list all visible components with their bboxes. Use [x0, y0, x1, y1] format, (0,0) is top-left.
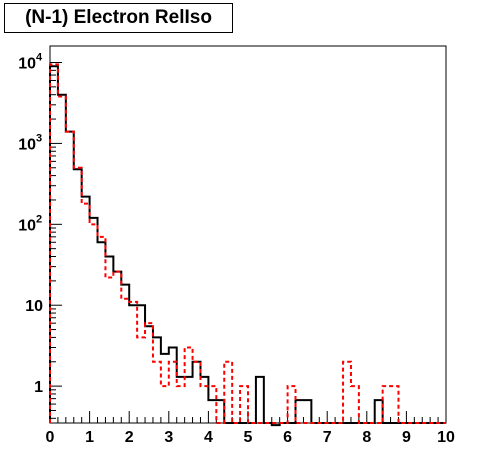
x-tick-label: 3 — [164, 429, 173, 446]
y-tick-exponent: 2 — [36, 213, 42, 225]
x-tick-label: 7 — [323, 429, 332, 446]
y-tick-exponent: 4 — [36, 52, 43, 64]
x-tick-label: 8 — [362, 429, 371, 446]
x-tick-label: 10 — [437, 429, 455, 446]
x-tick-label: 0 — [46, 429, 55, 446]
x-tick-label: 5 — [244, 429, 253, 446]
y-tick-base: 10 — [18, 217, 36, 234]
series-layer — [49, 63, 446, 427]
y-tick-base: 10 — [18, 136, 36, 153]
chart-title: (N-1) Electron RelIso — [4, 3, 233, 33]
y-tick-label: 1 — [34, 379, 43, 396]
x-tick-label: 2 — [125, 429, 134, 446]
x-axis-labels: 0 1 2 3 4 5 6 7 8 9 10 — [46, 429, 455, 446]
y-tick-exponent: 3 — [36, 132, 42, 144]
plot-frame — [49, 45, 447, 424]
x-tick-label: 4 — [204, 429, 213, 446]
x-tick-label: 9 — [402, 429, 411, 446]
y-tick-base: 10 — [18, 56, 36, 73]
y-tick-base: 1 — [34, 379, 43, 396]
series-black-solid-histogram — [49, 65, 446, 427]
x-tick-label: 6 — [283, 429, 292, 446]
x-tick-label: 1 — [85, 429, 94, 446]
y-tick-label: 10 4 — [18, 52, 43, 73]
y-tick-label: 10 — [25, 298, 43, 315]
y-axis-ticks — [50, 62, 62, 419]
y-tick-label: 10 3 — [18, 132, 42, 153]
y-tick-base: 10 — [25, 298, 43, 315]
series-red-dashed-histogram — [49, 63, 446, 424]
y-tick-label: 10 2 — [18, 213, 42, 234]
